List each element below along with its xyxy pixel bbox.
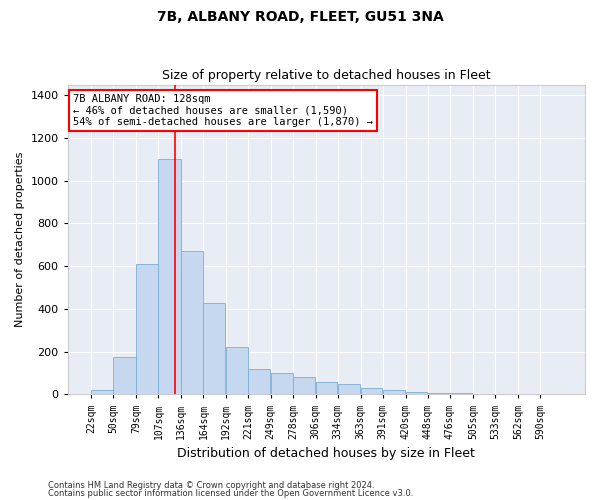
Bar bbox=[91, 390, 113, 394]
Bar bbox=[316, 382, 337, 394]
Text: Contains public sector information licensed under the Open Government Licence v3: Contains public sector information licen… bbox=[48, 488, 413, 498]
Bar bbox=[158, 160, 181, 394]
Title: Size of property relative to detached houses in Fleet: Size of property relative to detached ho… bbox=[162, 69, 491, 82]
Bar bbox=[293, 378, 315, 394]
Bar bbox=[338, 384, 360, 394]
Text: 7B ALBANY ROAD: 128sqm
← 46% of detached houses are smaller (1,590)
54% of semi-: 7B ALBANY ROAD: 128sqm ← 46% of detached… bbox=[73, 94, 373, 127]
Text: Contains HM Land Registry data © Crown copyright and database right 2024.: Contains HM Land Registry data © Crown c… bbox=[48, 481, 374, 490]
X-axis label: Distribution of detached houses by size in Fleet: Distribution of detached houses by size … bbox=[178, 447, 475, 460]
Bar bbox=[271, 373, 293, 394]
Y-axis label: Number of detached properties: Number of detached properties bbox=[15, 152, 25, 327]
Bar bbox=[361, 388, 382, 394]
Bar bbox=[203, 302, 225, 394]
Bar bbox=[383, 390, 405, 394]
Bar bbox=[226, 348, 248, 395]
Bar bbox=[136, 264, 158, 394]
Bar bbox=[406, 392, 427, 394]
Text: 7B, ALBANY ROAD, FLEET, GU51 3NA: 7B, ALBANY ROAD, FLEET, GU51 3NA bbox=[157, 10, 443, 24]
Bar bbox=[248, 368, 270, 394]
Bar bbox=[181, 251, 203, 394]
Bar bbox=[113, 357, 136, 395]
